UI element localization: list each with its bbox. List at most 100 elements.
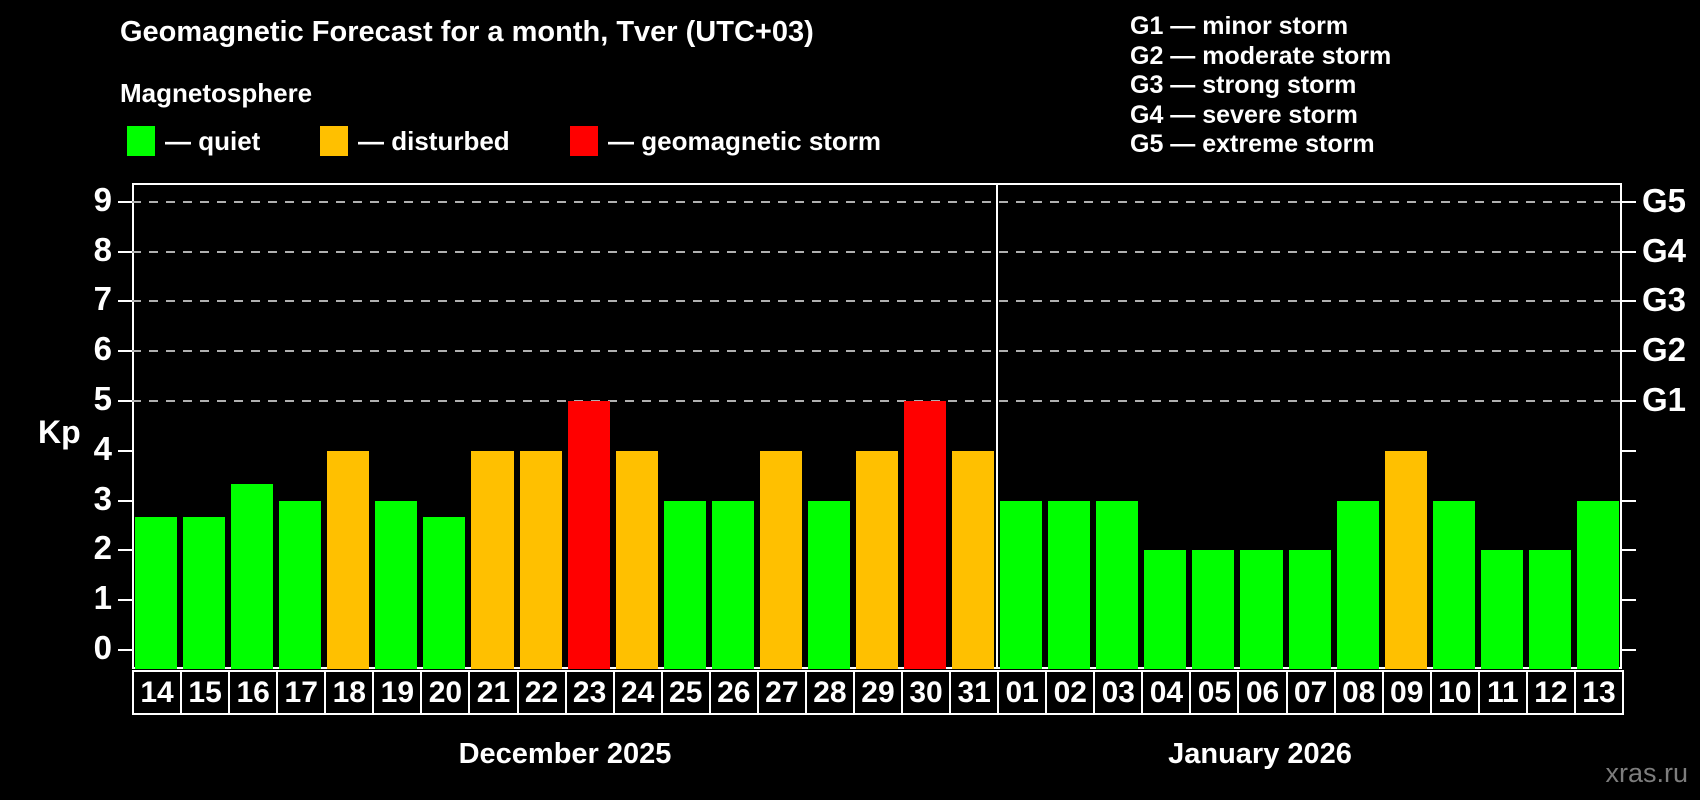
day-label-28: 28	[804, 670, 855, 715]
kp-bar-23	[567, 401, 610, 669]
kp-bar-24	[615, 450, 658, 669]
quiet-color-swatch	[127, 126, 155, 156]
kp-bar-26	[711, 500, 754, 669]
kp-bar-06	[1240, 550, 1283, 669]
kp-bar-12	[1528, 550, 1571, 669]
page-title: Geomagnetic Forecast for a month, Tver (…	[120, 16, 814, 48]
disturbed-label: — disturbed	[358, 125, 510, 156]
kp-bar-21	[471, 450, 514, 669]
day-label-16: 16	[228, 670, 279, 715]
day-label-25: 25	[660, 670, 711, 715]
left-tick-8	[118, 250, 132, 253]
kp-tick-label-2: 2	[93, 529, 112, 567]
kp-bar-14	[135, 517, 178, 669]
right-axis-label-G1: G1	[1642, 381, 1687, 418]
kp-bar-04	[1144, 550, 1187, 669]
kp-tick-label-8: 8	[93, 230, 112, 268]
legend-item-storm: — geomagnetic storm	[570, 124, 881, 158]
day-label-03: 03	[1093, 670, 1144, 715]
day-label-24: 24	[612, 670, 663, 715]
storm-color-swatch	[570, 126, 598, 156]
left-tick-5	[118, 400, 132, 402]
right-tick-9	[1622, 200, 1636, 203]
kp-bar-28	[807, 500, 850, 669]
day-label-20: 20	[420, 670, 471, 715]
g-scale-legend-line: G3 — strong storm	[1130, 71, 1357, 99]
kp-tick-label-3: 3	[93, 479, 112, 517]
right-tick-3	[1622, 499, 1636, 502]
day-label-31: 31	[949, 670, 1000, 715]
kp-bar-03	[1096, 500, 1139, 669]
day-label-19: 19	[372, 670, 423, 715]
right-tick-7	[1622, 300, 1636, 303]
g-scale-legend-line: G4 — severe storm	[1130, 100, 1358, 129]
g-scale-legend-line: G1 — minor storm	[1130, 12, 1349, 40]
day-label-10: 10	[1429, 670, 1480, 715]
day-label-14: 14	[132, 670, 183, 715]
kp-bar-07	[1288, 550, 1331, 669]
kp-bar-20	[423, 517, 466, 669]
day-label-15: 15	[180, 670, 231, 715]
kp-tick-label-0: 0	[93, 629, 112, 666]
right-tick-2	[1622, 549, 1636, 552]
kp-bar-25	[663, 500, 706, 669]
gridline-kp-7	[132, 300, 1622, 303]
kp-bar-19	[375, 500, 418, 669]
kp-tick-label-9: 9	[93, 180, 112, 218]
g-scale-legend-line: G5 — extreme storm	[1130, 130, 1375, 158]
kp-bar-31	[952, 450, 995, 669]
day-label-08: 08	[1333, 670, 1384, 715]
left-tick-9	[118, 200, 132, 203]
kp-bar-15	[183, 517, 226, 669]
gridline-kp-6	[132, 350, 1622, 353]
gridline-kp-9	[132, 200, 1622, 203]
day-label-30: 30	[901, 670, 952, 715]
day-label-21: 21	[468, 670, 519, 715]
kp-bar-10	[1432, 500, 1475, 669]
month-divider-line	[996, 183, 999, 669]
day-label-11: 11	[1477, 670, 1528, 715]
day-label-22: 22	[516, 670, 567, 715]
left-tick-0	[118, 649, 132, 651]
gridline-kp-5	[132, 400, 1622, 402]
disturbed-color-swatch	[320, 126, 348, 156]
day-label-05: 05	[1189, 670, 1240, 715]
day-label-02: 02	[1045, 670, 1096, 715]
kp-bar-08	[1336, 500, 1379, 669]
kp-axis-title: Kp	[38, 414, 81, 450]
legend-item-quiet: — quiet	[127, 124, 260, 158]
kp-bar-05	[1192, 550, 1235, 669]
quiet-label: — quiet	[165, 125, 261, 156]
kp-bar-27	[759, 450, 802, 669]
right-tick-8	[1622, 250, 1636, 253]
left-tick-3	[118, 499, 132, 502]
left-tick-2	[118, 549, 132, 552]
left-tick-1	[118, 599, 132, 602]
gridline-kp-8	[132, 250, 1622, 253]
kp-bar-30	[904, 401, 947, 669]
day-label-09: 09	[1381, 670, 1432, 715]
kp-bar-29	[855, 450, 899, 669]
g-scale-legend: G1 — minor storm G2 — moderate storm G3 — …	[1130, 12, 1391, 160]
watermark: xras.ru	[1605, 758, 1688, 788]
kp-bar-11	[1480, 550, 1523, 669]
kp-tick-label-4: 4	[93, 429, 112, 467]
kp-bar-13	[1576, 500, 1619, 669]
right-tick-0	[1622, 649, 1636, 651]
right-axis-label-G4: G4	[1642, 231, 1687, 269]
day-label-06: 06	[1237, 670, 1288, 715]
kp-tick-label-5: 5	[93, 380, 112, 417]
kp-bar-22	[519, 450, 562, 669]
day-label-27: 27	[756, 670, 807, 715]
day-label-04: 04	[1141, 670, 1192, 715]
day-label-12: 12	[1525, 670, 1576, 715]
kp-bar-01	[1000, 500, 1043, 669]
left-tick-7	[118, 300, 132, 303]
day-label-13: 13	[1573, 670, 1624, 715]
g-scale-legend-line: G2 — moderate storm	[1130, 41, 1392, 70]
day-label-18: 18	[324, 670, 375, 715]
right-axis-label-G2: G2	[1642, 331, 1687, 369]
day-label-07: 07	[1285, 670, 1336, 715]
day-label-23: 23	[564, 670, 615, 715]
